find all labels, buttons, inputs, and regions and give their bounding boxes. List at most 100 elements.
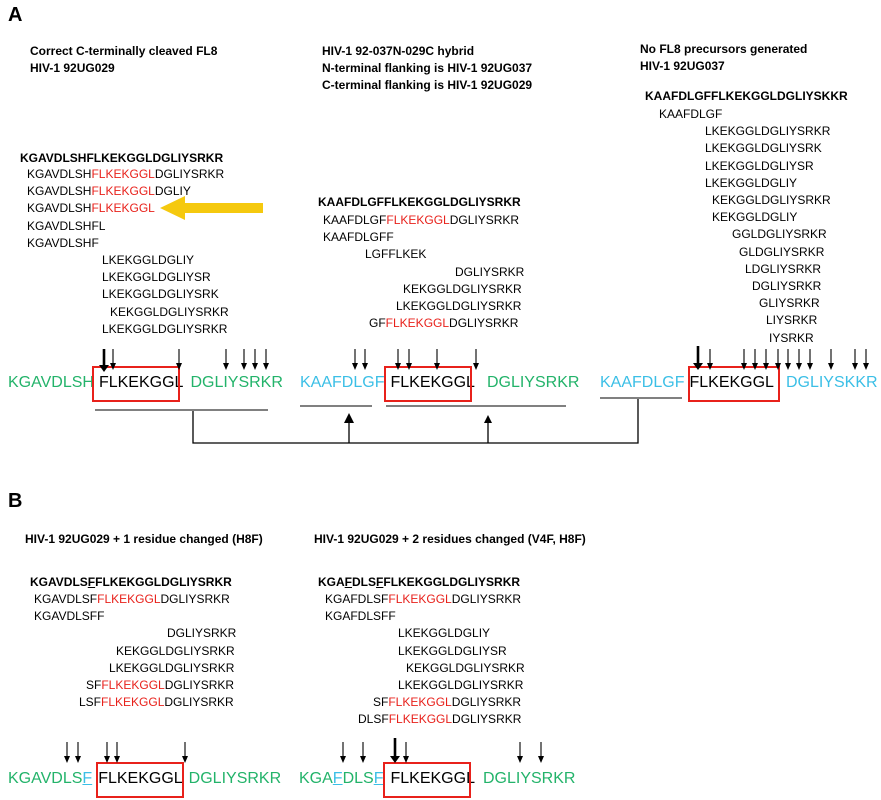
a-col3-header: No FL8 precursors generated HIV-1 92UG037 bbox=[640, 42, 808, 73]
fragment-row: KGAVDLSHFLKEKGGLDGLIY bbox=[27, 184, 191, 199]
fragment-row: LKEKGGLDGLIY bbox=[102, 253, 195, 268]
panel-label-a: A bbox=[8, 4, 23, 26]
fragment-row: LKEKGGLDGLIY bbox=[398, 626, 491, 641]
cleavage-arrow-head bbox=[352, 363, 358, 370]
b-col2-fragments: KGAFDLSFFLKEKGGLDGLIYSRKR KGAFDLSFF LKEK… bbox=[325, 591, 525, 729]
fragment-row: LKEKGGLDGLIYSRK bbox=[102, 287, 219, 302]
fragment-row: GGLDGLIYSRKR bbox=[732, 227, 827, 242]
a-col1-full-peptide: KGAVDLSHFLKEKGGLDGLIYSRKR bbox=[20, 151, 224, 165]
cleavage-arrow-head bbox=[110, 363, 116, 370]
flank-underlines bbox=[95, 397, 682, 411]
cleavage-arrow-head bbox=[693, 363, 703, 370]
fragment-row: LKEKGGLDGLIYSR bbox=[102, 270, 211, 285]
fragment-row: DGLIYSRKR bbox=[752, 279, 822, 294]
cleavage-arrow-head bbox=[64, 756, 70, 763]
a-col3-full-peptide: KAAFDLGFFLKEKGGLDGLIYSKKR bbox=[645, 89, 848, 103]
fl8-box-b1 bbox=[96, 762, 184, 798]
cleavage-arrow-head bbox=[785, 363, 791, 370]
fragment-row: LDGLIYSRKR bbox=[745, 261, 822, 276]
fl8-box-a1 bbox=[92, 366, 180, 402]
fragment-row: GLIYSRKR bbox=[759, 296, 820, 311]
connector-arrowheads bbox=[344, 413, 492, 423]
fragment-row: LKEKGGLDGLIYSRKR bbox=[398, 678, 524, 693]
yellow-arrow-icon bbox=[160, 196, 263, 220]
fragment-row: KEKGGLDGLIYSRKR bbox=[712, 193, 831, 208]
fragment-row: LKEKGGLDGLIYSRK bbox=[705, 141, 822, 156]
cleavage-arrow-head bbox=[852, 363, 858, 370]
cleavage-arrow-head bbox=[775, 363, 781, 370]
fragment-row: LKEKGGLDGLIYSRKR bbox=[102, 321, 228, 336]
fragment-row: LKEKGGLDGLIYSRKR bbox=[705, 124, 831, 139]
cleavage-arrow-head bbox=[403, 756, 409, 763]
fragment-row: KEKGGLDGLIYSRKR bbox=[110, 304, 229, 319]
fragment-row: LKEKGGLDGLIYSRKR bbox=[396, 299, 522, 314]
fragment-row: LSFFLKEKGGLDGLIYSRKR bbox=[79, 695, 234, 710]
a-col1-sequence: KGAVDLSH FLKEKGGL DGLIYSRKR bbox=[8, 374, 283, 391]
cleavage-arrow-head bbox=[796, 363, 802, 370]
fragment-row: KGAVDLSFF bbox=[34, 609, 105, 624]
b-col1-sequence: KGAVDLSF FLKEKGGL DGLIYSRKR bbox=[8, 770, 282, 787]
cleavage-arrow-head bbox=[263, 363, 269, 370]
fragment-row: IYSRKR bbox=[769, 330, 814, 345]
cleavage-arrow-head bbox=[473, 363, 479, 370]
cleavage-arrow-head bbox=[863, 363, 869, 370]
fragment-row: LGFFLKEK bbox=[365, 247, 427, 262]
panel-label-b: B bbox=[8, 490, 23, 512]
fragment-row: KEKGGLDGLIY bbox=[712, 210, 798, 225]
fragment-row: GFFLKEKGGLDGLIYSRKR bbox=[369, 316, 519, 331]
cleavage-arrow-head bbox=[99, 365, 109, 372]
cleavage-arrow-head bbox=[434, 363, 440, 370]
fragment-row: DLSFFLKEKGGLDGLIYSRKR bbox=[358, 712, 522, 727]
fragment-row: LIYSRKR bbox=[766, 313, 818, 328]
fragment-row: KEKGGLDGLIYSRKR bbox=[403, 281, 522, 296]
cleavage-arrow-head bbox=[538, 756, 544, 763]
a-col2-full-peptide: KAAFDLGFFLKEKGGLDGLIYSRKR bbox=[318, 195, 521, 209]
cleavage-arrow-head bbox=[75, 756, 81, 763]
cleavage-arrow-head bbox=[828, 363, 834, 370]
cleavage-arrow-head bbox=[362, 363, 368, 370]
cleavage-arrow-head bbox=[395, 363, 401, 370]
cleavage-arrow-head bbox=[104, 756, 110, 763]
a-col1-header: Correct C-terminally cleaved FL8 HIV-1 92… bbox=[30, 44, 218, 75]
cleavage-arrow-head bbox=[223, 363, 229, 370]
a-col2-sequence: KAAFDLGF FLKEKGGL DGLIYSRKR bbox=[300, 374, 580, 391]
fl8-box-a3 bbox=[688, 366, 780, 402]
cleavage-arrow-head bbox=[340, 756, 346, 763]
cleavage-arrow-head bbox=[176, 363, 182, 370]
cleavage-arrow-head bbox=[390, 756, 400, 763]
cleavage-arrow-head bbox=[517, 756, 523, 763]
b-col1-full-peptide: KGAVDLSFFLKEKGGLDGLIYSRKR bbox=[30, 575, 232, 589]
cleavage-arrow-head bbox=[763, 363, 769, 370]
fragment-row: LKEKGGLDGLIYSRKR bbox=[109, 660, 235, 675]
fragment-row: DGLIYSRKR bbox=[455, 264, 525, 279]
connector-lines bbox=[192, 399, 639, 444]
fragment-row: LKEKGGLDGLIYSR bbox=[705, 158, 814, 173]
fragment-row: SFFLKEKGGLDGLIYSRKR bbox=[86, 678, 235, 693]
fragment-row: KGAFDLSFF bbox=[325, 609, 396, 624]
fragment-row: LKEKGGLDGLIYSR bbox=[398, 643, 507, 658]
fragment-row: KGAVDLSFFLKEKGGLDGLIYSRKR bbox=[34, 592, 230, 606]
fragment-row: KGAVDLSHFL bbox=[27, 218, 106, 233]
fragment-row: SFFLKEKGGLDGLIYSRKR bbox=[373, 695, 522, 710]
fragment-row: DGLIYSRKR bbox=[167, 626, 237, 641]
a-col3-sequence: KAAFDLGF FLKEKGGL DGLIYSKKR bbox=[600, 374, 878, 391]
cleavage-arrow-head bbox=[752, 363, 758, 370]
fragment-row: KEKGGLDGLIYSRKR bbox=[406, 660, 525, 675]
fragment-row: KGAFDLSFFLKEKGGLDGLIYSRKR bbox=[325, 592, 522, 606]
fragment-row: KAAFDLGFF bbox=[323, 230, 394, 245]
cleavage-arrow-head bbox=[360, 756, 366, 763]
fragment-row: KAAFDLGFFLKEKGGLDGLIYSRKR bbox=[323, 213, 520, 227]
fragment-row: GLDGLIYSRKR bbox=[739, 244, 825, 259]
a-col2-header: HIV-1 92-037N-029C hybrid N-terminal flan… bbox=[322, 44, 533, 92]
fragment-row: KGAVDLSHFLKEKGGL bbox=[27, 201, 155, 216]
b-col2-full-peptide: KGAFDLSFFLKEKGGLDGLIYSRKR bbox=[318, 575, 521, 589]
cleavage-arrow-head bbox=[406, 363, 412, 370]
a-col3-fragments: KAAFDLGF LKEKGGLDGLIYSRKR LKEKGGLDGLIYSR… bbox=[659, 106, 831, 347]
fragment-row: KGAVDLSHF bbox=[27, 235, 99, 250]
b-col1-fragments: KGAVDLSFFLKEKGGLDGLIYSRKR KGAVDLSFF DGLI… bbox=[34, 591, 236, 711]
cleavage-arrow-head bbox=[182, 756, 188, 763]
cleavage-arrow-head bbox=[707, 363, 713, 370]
cleavage-arrows bbox=[64, 346, 869, 763]
cleavage-arrow-head bbox=[741, 363, 747, 370]
